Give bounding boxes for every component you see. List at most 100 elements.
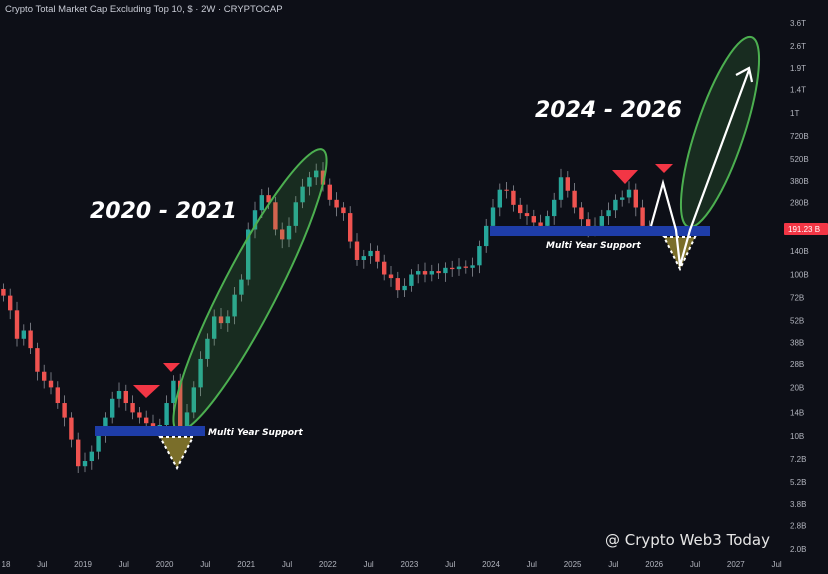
x-tick-label: Jul xyxy=(363,560,373,569)
candle-body xyxy=(354,241,360,260)
candle-body xyxy=(1,288,6,296)
candle-body xyxy=(198,358,203,388)
candle-body xyxy=(524,213,530,217)
candle-body xyxy=(416,271,421,275)
candle-body xyxy=(633,189,638,208)
candle-body xyxy=(205,338,210,359)
candle-body xyxy=(280,229,285,240)
candles xyxy=(1,162,652,474)
candle-body xyxy=(35,348,40,372)
candle-body xyxy=(137,412,142,418)
candle-body xyxy=(307,177,312,187)
candle-body xyxy=(14,310,20,339)
candle-body xyxy=(402,285,407,291)
candle-body xyxy=(484,225,489,247)
candle-body xyxy=(48,380,54,388)
candle-body xyxy=(171,380,176,404)
candle-body xyxy=(375,250,380,262)
projection-zigzag xyxy=(649,69,751,267)
support-band-1 xyxy=(95,426,205,436)
rally-ellipse-2020 xyxy=(172,148,328,432)
candle-body xyxy=(586,219,591,230)
y-tick-label: 14B xyxy=(790,408,804,417)
x-tick-label: Jul xyxy=(282,560,292,569)
y-tick-label: 3.6T xyxy=(790,19,806,28)
candle-body xyxy=(361,256,366,260)
candle-body xyxy=(212,316,217,339)
candle-body xyxy=(558,177,564,200)
candle-body xyxy=(395,278,400,291)
y-tick-label: 3.8B xyxy=(790,500,806,509)
price-badge-label: 191.23 B xyxy=(788,225,820,234)
top-marker-4 xyxy=(655,164,673,173)
y-tick-label: 1.4T xyxy=(790,85,806,94)
candle-body xyxy=(429,271,434,275)
y-tick-label: 52B xyxy=(790,316,804,325)
candle-body xyxy=(497,189,502,208)
candle-body xyxy=(157,424,162,427)
y-tick-label: 10B xyxy=(790,432,804,441)
candle-body xyxy=(82,461,88,467)
candle-body xyxy=(348,213,353,242)
candle-body xyxy=(334,199,339,208)
dip-marker-1 xyxy=(158,436,195,471)
x-tick-label: Jul xyxy=(37,560,47,569)
candle-body xyxy=(552,199,557,217)
candle-body xyxy=(96,436,101,452)
candle-body xyxy=(232,294,237,317)
candle-body xyxy=(293,202,298,226)
candle-body xyxy=(450,267,455,270)
candle-body xyxy=(239,279,244,295)
candle-body xyxy=(545,216,550,226)
x-tick-label: 2020 xyxy=(156,560,174,569)
candle-body xyxy=(531,216,536,223)
y-tick-label: 2.0B xyxy=(790,545,806,554)
y-tick-label: 5.2B xyxy=(790,478,806,487)
candle-body xyxy=(456,266,462,270)
candle-body xyxy=(579,207,584,220)
x-axis: 18 Jul 2019 Jul 2020 Jul 2021 Jul 2022 Jul 2023 Jul… xyxy=(2,560,782,569)
candle-body xyxy=(320,170,326,185)
candle-body xyxy=(538,222,543,226)
candle-body xyxy=(89,451,94,462)
candle-body xyxy=(300,186,305,203)
x-tick-label: Jul xyxy=(527,560,537,569)
candle-body xyxy=(21,330,26,339)
arrow-head-icon xyxy=(735,66,754,83)
candle-body xyxy=(470,265,475,268)
x-tick-label: 2027 xyxy=(727,560,745,569)
x-tick-label: Jul xyxy=(690,560,700,569)
x-tick-label: 2026 xyxy=(645,560,663,569)
y-tick-label: 38B xyxy=(790,338,804,347)
candle-body xyxy=(620,197,625,200)
candle-body xyxy=(382,261,387,275)
y-axis: 3.6T 2.6T 1.9T 1.4T 1T 720B 520B 380B 280B 140B 10… xyxy=(790,19,809,554)
candle-body xyxy=(606,210,611,217)
candle-body xyxy=(409,274,414,286)
candle-body xyxy=(116,390,122,399)
x-tick-label: Jul xyxy=(445,560,455,569)
y-tick-label: 7.2B xyxy=(790,455,806,464)
y-tick-label: 380B xyxy=(790,177,809,186)
x-tick-label: Jul xyxy=(200,560,210,569)
support-label-2: Multi Year Support xyxy=(546,241,641,251)
candle-body xyxy=(314,170,319,178)
candle-body xyxy=(110,398,115,418)
y-tick-label: 1.9T xyxy=(790,64,806,73)
candle-body xyxy=(477,246,482,266)
candle-body xyxy=(191,387,196,413)
top-marker-2 xyxy=(163,363,180,372)
x-tick-label: Jul xyxy=(119,560,129,569)
watermark: @ Crypto Web3 Today xyxy=(604,531,770,549)
candle-body xyxy=(443,267,448,274)
candle-body xyxy=(164,403,169,425)
candle-body xyxy=(599,216,604,226)
candle-body xyxy=(368,250,373,257)
candle-body xyxy=(490,207,496,226)
top-marker-1 xyxy=(133,385,160,398)
y-tick-label: 280B xyxy=(790,198,809,207)
candle-body xyxy=(150,423,156,427)
candle-body xyxy=(436,271,441,274)
